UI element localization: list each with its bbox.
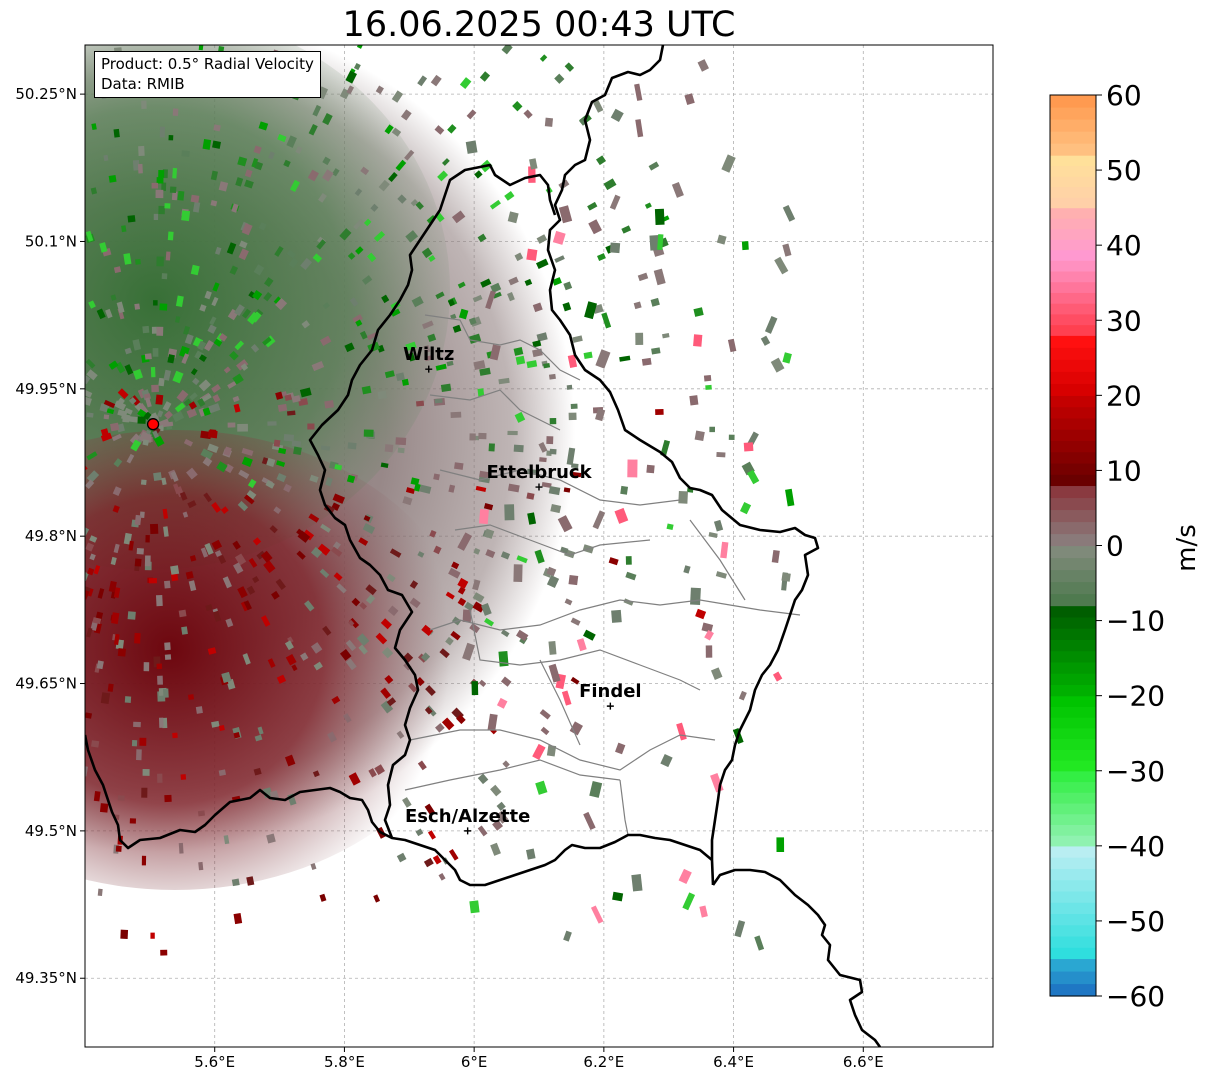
colorbar-tick-label: −30: [1106, 755, 1165, 788]
colorbar-tick-label: 0: [1106, 530, 1124, 563]
city-label: Esch/Alzette: [405, 806, 530, 827]
colorbar-tick-label: 20: [1106, 379, 1142, 412]
colorbar-tick-label: −60: [1106, 980, 1165, 1013]
colorbar-ticks: 60 50 40 30 20 10 0 −10 −20 −30 −40 −50 −60: [1096, 79, 1165, 1013]
radar-site-marker: [146, 418, 160, 431]
country-borders: [85, 45, 882, 1047]
map-title: 16.06.2025 00:43 UTC: [342, 5, 736, 45]
product-label: Product: 0.5° Radial Velocity: [101, 55, 314, 73]
city-markers: Wiltz Ettelbruck Findel Esch/Alzette: [403, 344, 642, 835]
x-tick-label: 6.6°E: [843, 1053, 884, 1071]
colorbar: 60 50 40 30 20 10 0 −10 −20 −30 −40 −50 −60 m/s: [1049, 79, 1202, 1013]
colorbar-tick-label: −20: [1106, 680, 1165, 713]
velocity-pixels: [85, 45, 796, 956]
info-box: Product: 0.5° Radial Velocity Data: RMIB: [94, 51, 321, 98]
y-tick-label: 49.95°N: [15, 380, 77, 398]
x-tick-label: 6°E: [461, 1053, 488, 1071]
city-label: Wiltz: [403, 344, 454, 365]
x-tick-label: 6.2°E: [583, 1053, 624, 1071]
plot-frame: [84, 44, 994, 1048]
city-marker: [464, 827, 472, 835]
x-tick-label: 5.6°E: [194, 1053, 235, 1071]
data-source-label: Data: RMIB: [101, 75, 185, 93]
colorbar-tick-label: 30: [1106, 304, 1142, 337]
y-tick-label: 49.65°N: [15, 675, 77, 693]
y-axis: 50.25°N 50.1°N 49.95°N 49.8°N 49.65°N 49.5°N 4…: [15, 85, 85, 987]
colorbar-tick-label: 60: [1106, 79, 1142, 112]
colorbar-tick-label: 40: [1106, 229, 1142, 262]
city-marker: [606, 702, 614, 710]
y-tick-label: 50.25°N: [15, 85, 77, 103]
x-tick-label: 5.8°E: [324, 1053, 365, 1071]
colorbar-ramp: [1050, 95, 1096, 997]
x-tick-label: 6.4°E: [713, 1053, 754, 1071]
y-tick-label: 50.1°N: [25, 232, 77, 250]
city-label: Findel: [579, 681, 642, 702]
colorbar-tick-label: 10: [1106, 454, 1142, 487]
x-axis: 5.6°E 5.8°E 6°E 6.2°E 6.4°E 6.6°E: [194, 1047, 884, 1071]
colorbar-tick-label: −40: [1106, 830, 1165, 863]
colorbar-tick-label: −50: [1106, 905, 1165, 938]
city-label: Ettelbruck: [486, 462, 592, 483]
city-marker: [425, 365, 433, 373]
city-marker: [535, 483, 543, 491]
commune-borders: [404, 314, 801, 836]
y-tick-label: 49.8°N: [25, 527, 77, 545]
y-tick-label: 49.5°N: [25, 822, 77, 840]
colorbar-unit-label: m/s: [1172, 524, 1202, 572]
colorbar-tick-label: 50: [1106, 154, 1142, 187]
y-tick-label: 49.35°N: [15, 969, 77, 987]
colorbar-tick-label: −10: [1106, 605, 1165, 638]
